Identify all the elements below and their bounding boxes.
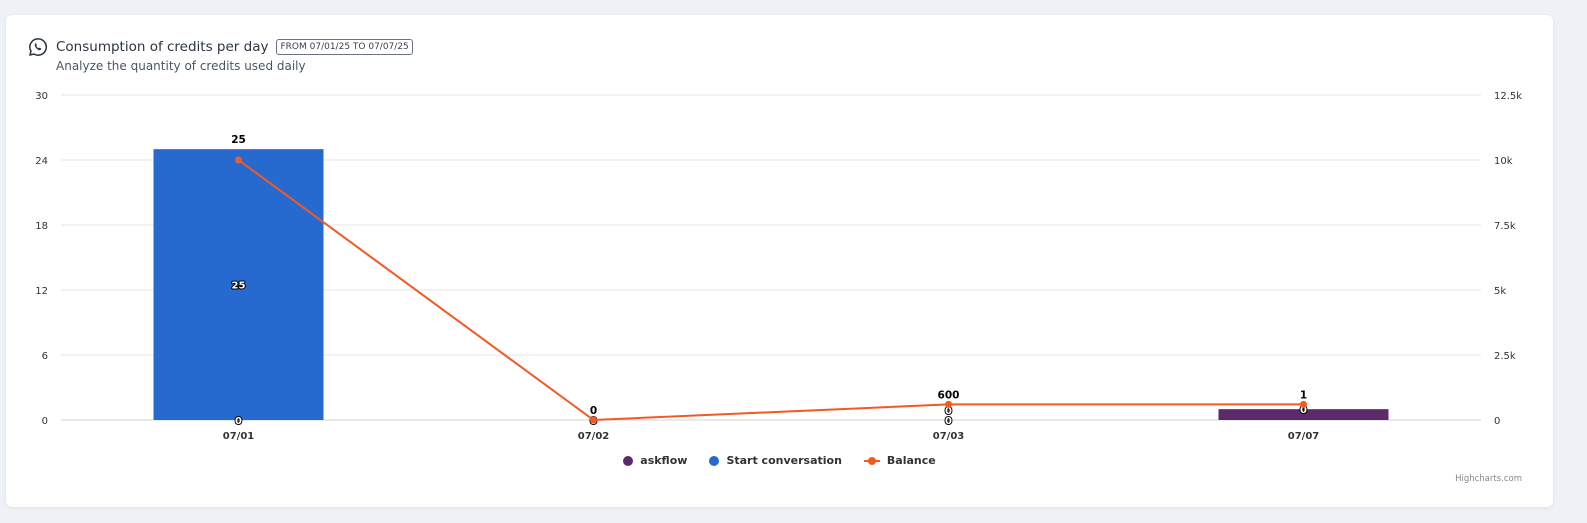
chart-subtitle: Analyze the quantity of credits used dai…	[56, 59, 306, 73]
data-label-start-conversation: 25	[232, 281, 246, 292]
data-label-askflow: 0	[945, 416, 952, 427]
bar-start-conversation	[153, 149, 324, 420]
data-label-start-conversation: 0	[1300, 405, 1307, 416]
y-left-tick-label: 18	[35, 221, 48, 232]
y-left-tick-label: 24	[35, 156, 48, 167]
legend-item-askflow[interactable]: askflow	[623, 454, 687, 467]
legend-item-balance[interactable]: Balance	[863, 454, 936, 467]
chart-legend: askflow Start conversation Balance	[6, 454, 1553, 467]
y-right-tick-label: 7.5k	[1494, 221, 1516, 232]
credits-link[interactable]: Highcharts.com	[1455, 474, 1522, 484]
x-tick-label: 07/03	[933, 431, 965, 442]
whatsapp-icon	[28, 37, 48, 57]
legend-item-start-conversation[interactable]: Start conversation	[709, 454, 842, 467]
y-right-tick-label: 12.5k	[1494, 91, 1522, 102]
legend-marker-balance	[863, 456, 880, 466]
point-balance	[590, 416, 597, 424]
stack-total-label: 25	[231, 134, 246, 146]
legend-marker-start-conversation	[709, 455, 720, 466]
x-tick-label: 07/07	[1288, 431, 1320, 442]
bar-askflow	[1218, 409, 1389, 420]
chart-title: Consumption of credits per day	[56, 39, 269, 55]
stack-total-label: 0	[590, 405, 597, 417]
y-right-tick-label: 2.5k	[1494, 351, 1516, 362]
chart-card: Consumption of credits per day FROM 07/0…	[6, 15, 1553, 507]
y-right-tick-label: 10k	[1494, 156, 1513, 167]
chart-header: Consumption of credits per day FROM 07/0…	[28, 37, 413, 57]
stack-total-label: 600	[938, 389, 960, 401]
legend-label-askflow: askflow	[640, 454, 688, 467]
x-tick-label: 07/02	[578, 431, 610, 442]
y-left-tick-label: 12	[35, 286, 48, 297]
date-range-badge: FROM 07/01/25 TO 07/07/25	[276, 39, 413, 55]
y-right-tick-label: 0	[1494, 416, 1500, 427]
point-balance	[235, 156, 242, 164]
point-balance	[945, 400, 952, 408]
legend-label-balance: Balance	[886, 454, 936, 467]
chart-plot[interactable]: 0 6 12 18 24 30 0 2.5k 5k 7.5k 10k 12.5k 07/01 07/02 0…	[6, 15, 1553, 507]
y-left-tick-label: 30	[35, 91, 48, 102]
data-label-start-conversation: 0	[945, 406, 952, 417]
point-balance	[1300, 400, 1307, 408]
stack-total-label: 1	[1300, 389, 1307, 401]
y-left-tick-label: 0	[42, 416, 48, 427]
line-balance	[237, 159, 1304, 422]
y-right-tick-label: 5k	[1494, 286, 1506, 297]
legend-label-start-conversation: Start conversation	[726, 454, 842, 467]
legend-marker-askflow	[623, 455, 634, 466]
data-label-askflow: 0	[235, 416, 242, 427]
y-left-tick-label: 6	[42, 351, 48, 362]
x-tick-label: 07/01	[223, 431, 255, 442]
